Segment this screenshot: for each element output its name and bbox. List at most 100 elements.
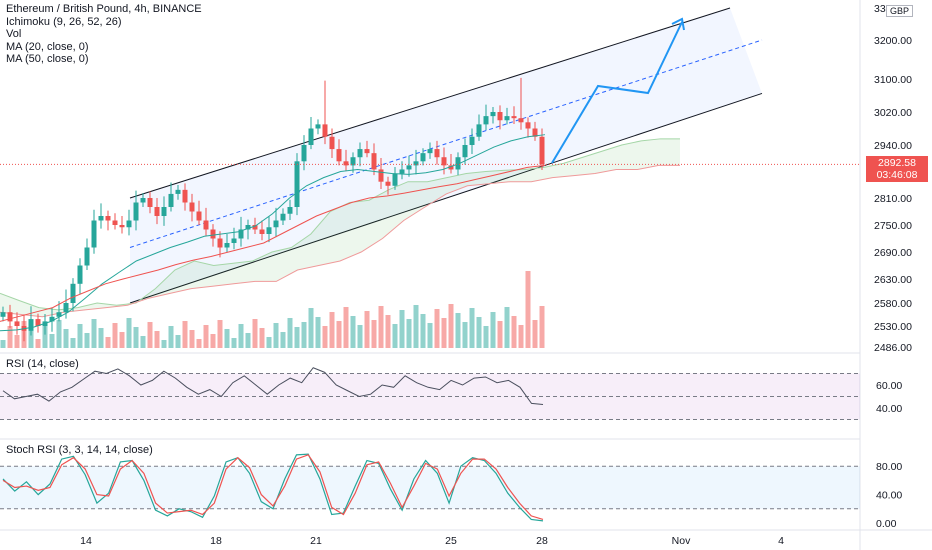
channel-fill [130,8,762,303]
volume-bar [0,340,6,348]
candle-body [231,238,237,243]
candle-body [343,161,349,166]
volume-bar [98,328,104,348]
volume-bar [371,320,377,348]
candle-body [483,116,489,125]
volume-bar [196,339,202,348]
candle-body [532,128,538,137]
countdown-tag: 03:46:08 [866,168,928,182]
candle-body [350,157,356,166]
candle-body [406,165,412,170]
candle-body [273,220,279,228]
candle-body [476,124,482,137]
volume-bar [133,327,139,348]
candle-body [511,116,517,119]
candle-body [287,207,293,214]
volume-bar [161,340,167,348]
candle-body [434,149,440,158]
candle-body [105,216,111,221]
candle-body [539,136,545,165]
volume-bar [427,323,433,348]
candle-body [469,136,475,145]
stoch-tick-label: 80.00 [876,461,902,473]
volume-bar [252,319,258,348]
candle-body [238,229,244,239]
candle-body [14,321,20,326]
candle-body [441,157,447,166]
volume-bar [231,338,237,348]
volume-bar [126,318,132,348]
candle-body [63,303,69,313]
price-tick-label: 2580.00 [874,298,912,310]
stoch-d-line [2,454,544,521]
volume-bar [203,325,209,348]
candle-body [217,238,223,248]
volume-bar [77,324,83,348]
volume-bar [294,327,300,348]
legend-vol: Vol [6,28,22,40]
volume-bar [217,320,223,348]
volume-bar [413,305,419,348]
volume-bar [7,326,13,348]
candle-body [224,243,230,248]
volume-bar [273,323,279,348]
volume-bar [35,339,41,348]
rsi-pane-title: RSI (14, close) [6,358,79,370]
candle-body [147,198,153,207]
volume-bar [238,324,244,348]
candle-body [7,312,13,322]
volume-bar [308,308,314,348]
legend-ma50-second: MA (50, close, 0) [6,53,89,65]
price-tick-label: 2810.00 [874,193,912,205]
volume-bar [266,337,272,348]
candle-body [140,198,146,203]
volume-bar [210,334,216,348]
candle-body [427,149,433,154]
candle-body [189,202,195,212]
legend-ma50: MA (20, close, 0) [6,40,89,53]
volume-bar [378,306,384,348]
volume-bar [280,332,286,348]
candle-body [280,213,286,221]
candle-body [294,161,300,207]
volume-bar [63,329,69,348]
candle-body [525,122,531,129]
candle-body [371,153,377,170]
candle-body [210,229,216,239]
volume-bar [385,315,391,348]
candle-body [504,116,510,121]
volume-bar [14,335,20,348]
stoch-tick-label: 0.00 [876,518,897,530]
price-tick-label: 2530.00 [874,321,912,333]
channel-lower-line [129,92,763,304]
volume-bar [49,334,55,348]
volume-bar [504,307,510,348]
candle-body [56,312,62,317]
candle-body [392,173,398,186]
volume-bar [511,316,517,348]
projection-arrow [551,21,683,164]
volume-bar [147,322,153,348]
legend-symbol: Ethereum / British Pound, 4h, BINANCE [6,3,202,15]
candle-body [203,220,209,230]
time-tick-label: 14 [80,535,92,547]
stoch-pane-title: Stoch RSI (3, 3, 14, 14, close) [6,444,153,456]
volume-bar [476,317,482,348]
volume-bar [56,320,62,348]
volume-bar [84,333,90,348]
volume-bar [490,312,496,348]
candle-body [490,112,496,117]
candle-body [245,225,251,230]
price-tick-label: 3200.00 [874,35,912,47]
candle-body [462,145,468,158]
price-tick-label: 2940.00 [874,140,912,152]
volume-bar [399,310,405,348]
volume-bar [357,325,363,348]
ma50-line [0,164,546,322]
time-tick-label: 28 [536,535,548,547]
time-tick-label: 25 [445,535,457,547]
candle-body [252,225,258,230]
candle-body [364,149,370,154]
candle-body [518,118,524,123]
